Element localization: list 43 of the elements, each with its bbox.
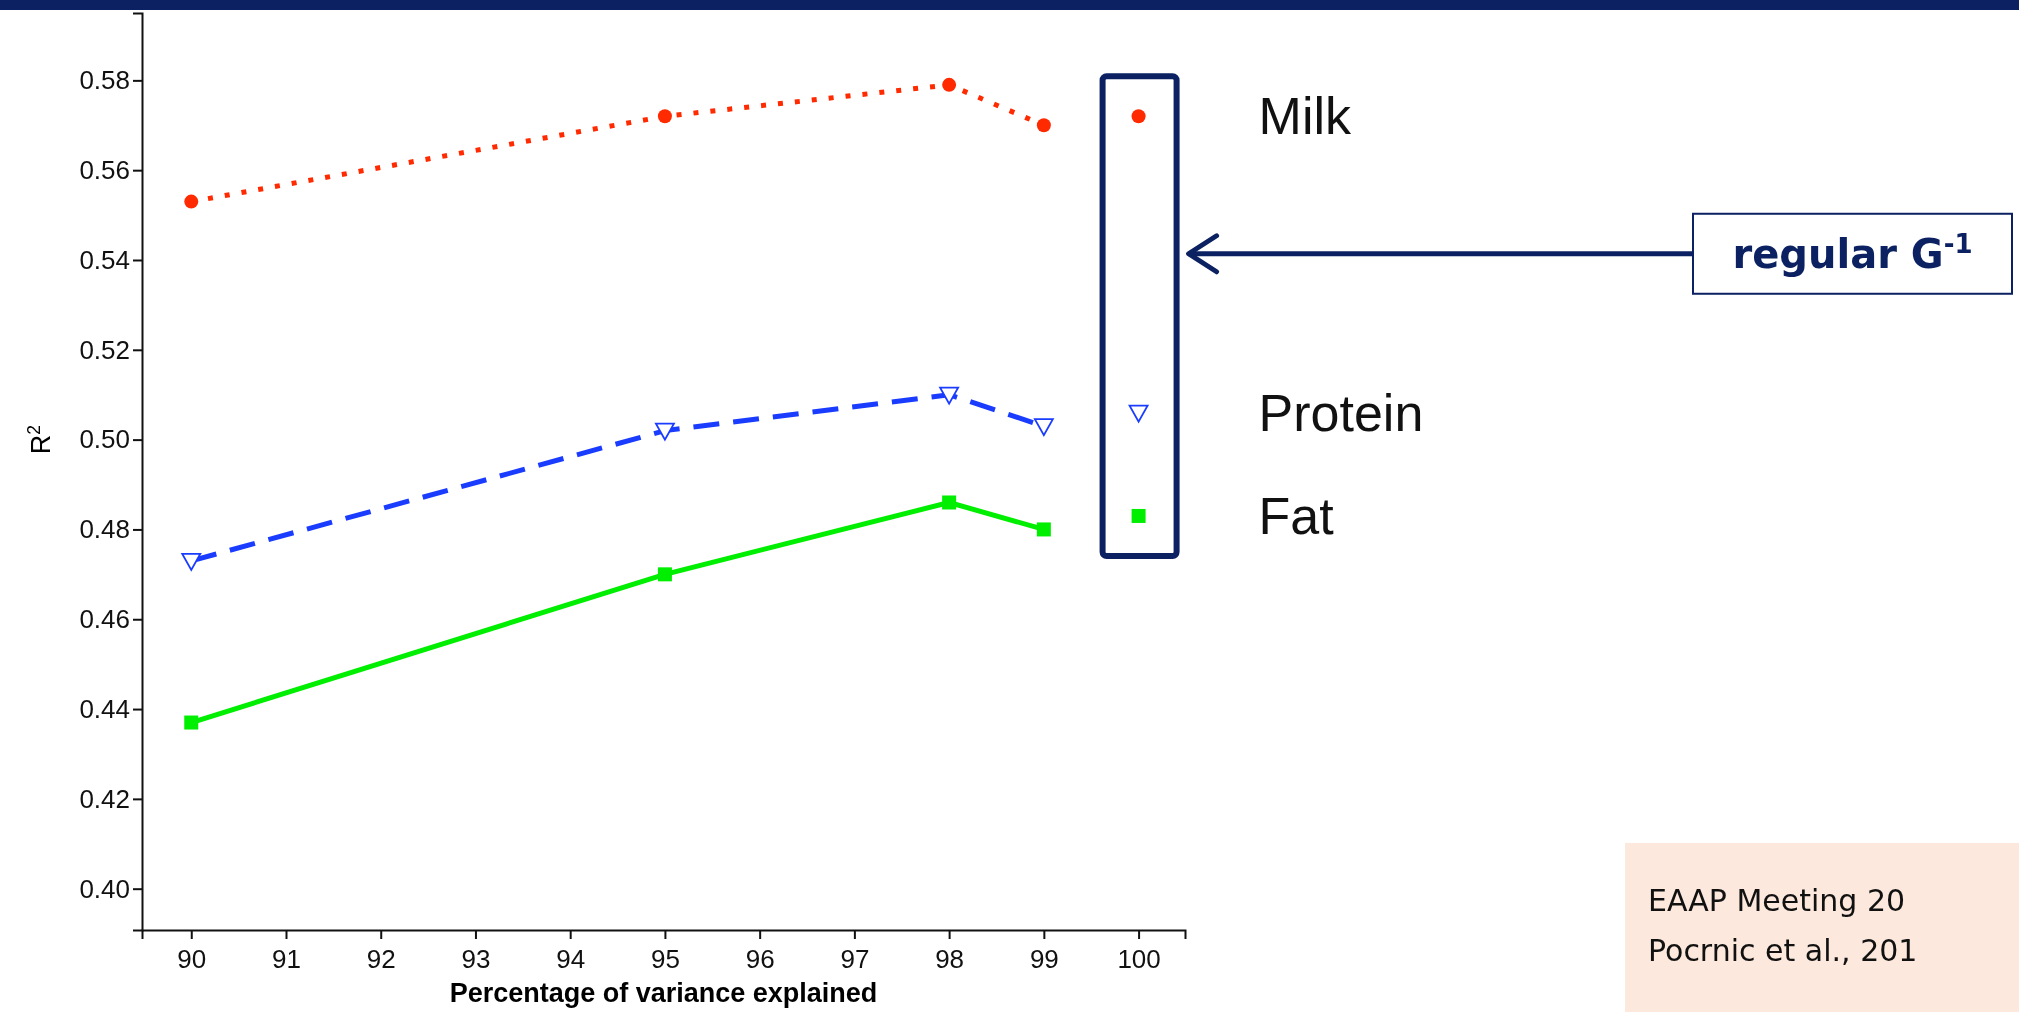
text: Fat [1258,487,1335,546]
y-tick-label: 0.50 [79,424,130,455]
y-tick-label: 0.46 [79,604,130,635]
point [1036,522,1051,537]
x-tick-label: 91 [272,944,301,974]
point [942,77,957,92]
y-tick-label: 0.42 [79,783,130,814]
y-tick-label: 0.48 [79,514,130,545]
y-tick-label: 0.54 [79,244,130,275]
text: Milk [1258,87,1352,146]
point [1036,118,1051,133]
x-axis-title: Percentage of variance explained [449,978,878,1008]
x-tick-label: 92 [366,944,396,974]
text: EAAP Meeting 20 [1648,882,1906,918]
text: regular G$^{-1}$ [1732,228,1973,277]
point [1128,404,1149,423]
x-tick-label: 93 [461,944,491,974]
point [1033,418,1054,437]
point [184,194,199,209]
x-tick-label: 97 [840,944,870,974]
point [655,422,675,441]
x-tick-label: 98 [935,944,965,974]
x-tick-label: 96 [745,944,775,974]
point [939,386,960,405]
y-tick-label: 0.44 [79,693,130,724]
y-tick-label: 0.58 [79,65,130,96]
x-tick-label: 99 [1029,944,1059,974]
point [184,715,199,730]
x-tick-label: 95 [650,944,680,974]
point [1131,508,1146,523]
y-tick-label: 0.52 [79,334,130,365]
x-tick-label: 100 [1117,944,1161,974]
x-tick-label: 94 [556,944,586,974]
point [1131,109,1146,124]
text: Pocrnic et al., 201 [1648,932,1918,968]
text: Protein [1258,383,1424,442]
point [657,109,672,124]
y-tick-label: 0.56 [79,154,130,185]
y-tick-label: 0.40 [79,873,130,904]
point [181,552,202,571]
x-tick-label: 90 [177,944,207,974]
point [657,567,672,582]
point [942,495,957,510]
